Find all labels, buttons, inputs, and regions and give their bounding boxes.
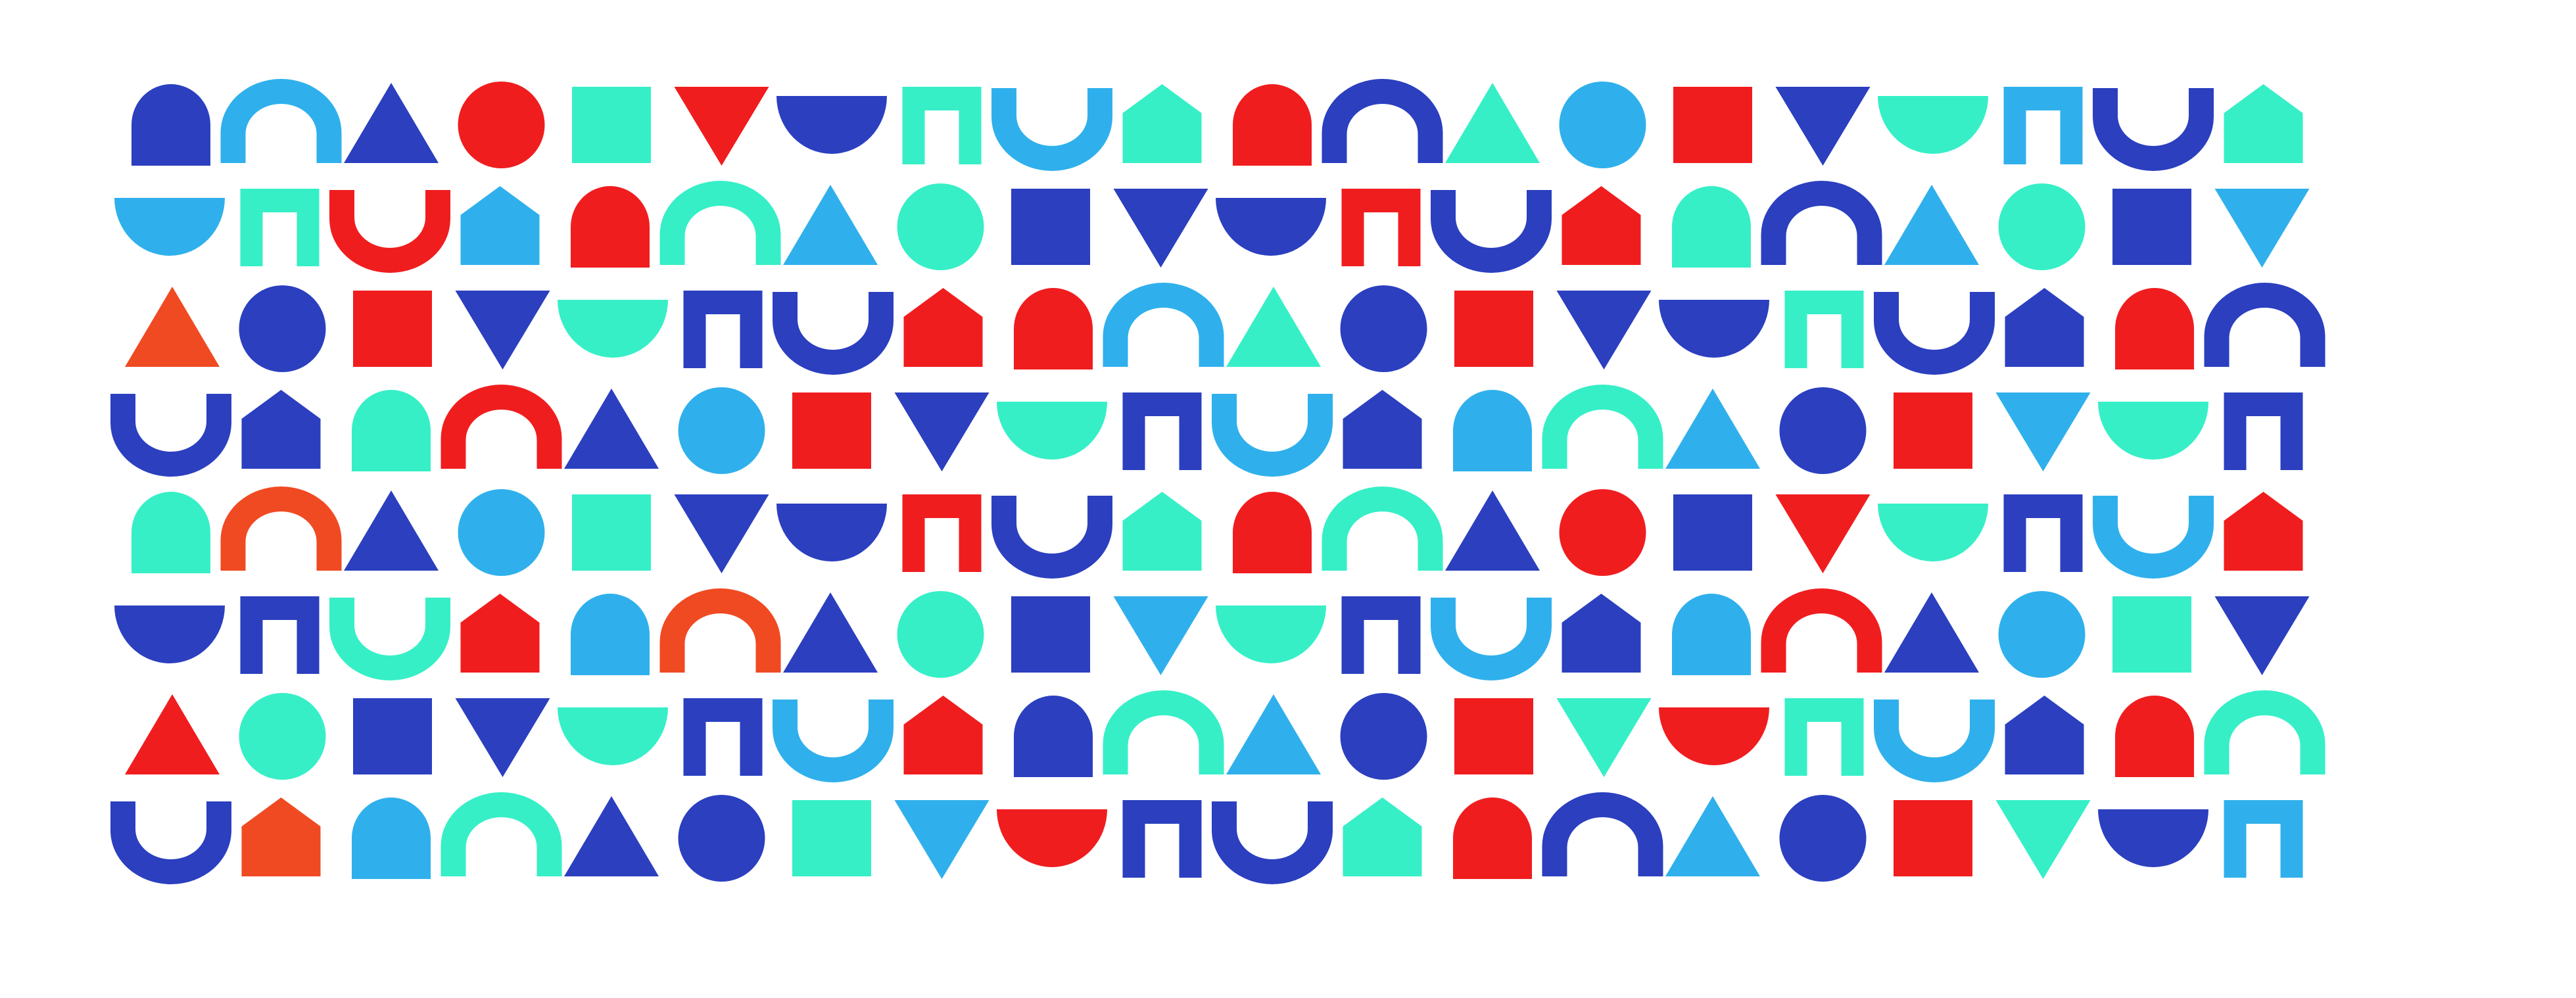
square-icon xyxy=(792,800,871,876)
square-icon xyxy=(353,698,432,774)
square-icon xyxy=(1011,189,1090,265)
dome-icon xyxy=(1233,84,1312,166)
circle-icon xyxy=(897,591,984,678)
circle-icon xyxy=(239,693,326,780)
circle-icon xyxy=(679,387,765,474)
square-icon xyxy=(1894,392,1972,469)
circle-icon xyxy=(239,285,326,372)
dome-icon xyxy=(1453,390,1532,471)
square-icon xyxy=(1011,596,1090,673)
dome-icon xyxy=(352,797,431,879)
square-icon xyxy=(1894,800,1972,876)
dome-icon xyxy=(1672,186,1751,268)
circle-icon xyxy=(1560,489,1646,576)
square-icon xyxy=(1454,291,1533,367)
square-icon xyxy=(1673,494,1752,571)
square-icon xyxy=(2112,189,2191,265)
circle-icon xyxy=(1341,285,1427,372)
dome-icon xyxy=(1453,797,1532,879)
dome-icon xyxy=(571,186,650,268)
dome-icon xyxy=(1233,492,1312,573)
circle-icon xyxy=(679,795,765,882)
square-icon xyxy=(572,494,651,571)
dome-icon xyxy=(571,594,650,675)
dome-icon xyxy=(131,84,210,166)
circle-icon xyxy=(1780,795,1867,882)
dome-icon xyxy=(1014,288,1093,369)
dome-icon xyxy=(2115,288,2194,369)
circle-icon xyxy=(1341,693,1427,780)
square-icon xyxy=(1454,698,1533,774)
circle-icon xyxy=(1560,82,1646,168)
circle-icon xyxy=(458,489,545,576)
circle-icon xyxy=(1999,591,2086,678)
square-icon xyxy=(792,392,871,469)
dome-icon xyxy=(352,390,431,471)
circle-icon xyxy=(458,82,545,168)
circle-icon xyxy=(897,183,984,270)
square-icon xyxy=(1673,87,1752,163)
square-icon xyxy=(572,87,651,163)
dome-icon xyxy=(131,492,210,573)
square-icon xyxy=(353,291,432,367)
dome-icon xyxy=(2115,696,2194,777)
dome-icon xyxy=(1014,696,1093,777)
dome-icon xyxy=(1672,594,1751,675)
square-icon xyxy=(2112,596,2191,673)
circle-icon xyxy=(1999,183,2086,270)
circle-icon xyxy=(1780,387,1867,474)
